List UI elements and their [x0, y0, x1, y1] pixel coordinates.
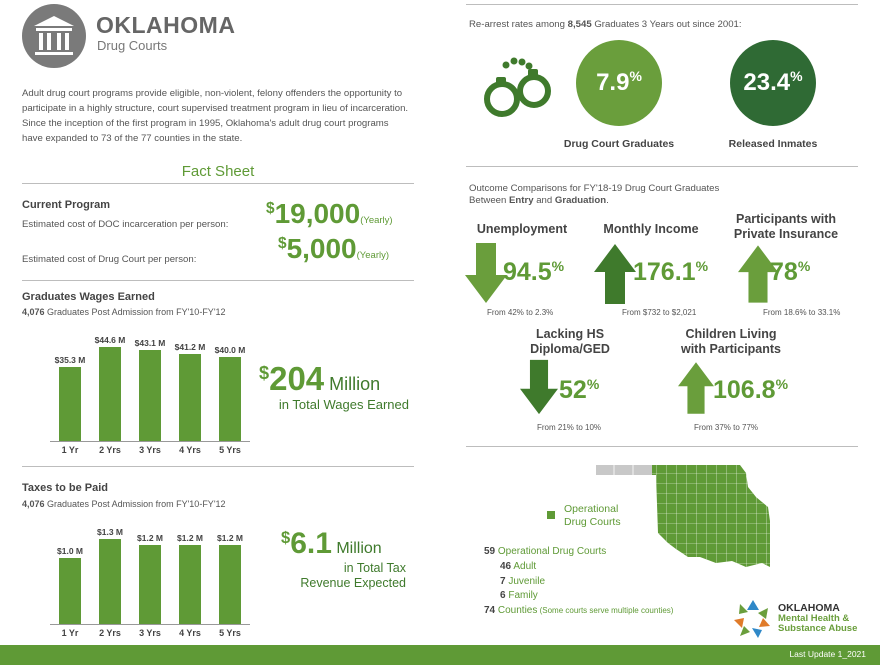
taxes-bar	[99, 538, 121, 624]
wages-total-value: $204 Million	[259, 360, 381, 397]
children-living-value: 106.8%	[713, 376, 789, 404]
wages-value-label: $44.6 M	[94, 335, 126, 346]
page-subtitle: Drug Courts	[97, 38, 168, 53]
up-arrow-icon	[738, 245, 778, 308]
wages-total-text: in Total Wages Earned	[278, 397, 409, 412]
down-arrow-icon	[465, 243, 507, 308]
taxes-value-label: $1.0 M	[57, 546, 83, 557]
taxes-total-value: $6.1 Million	[281, 527, 382, 560]
private-insurance-change: From 18.6% to 33.1%	[763, 308, 841, 317]
lacking-diploma-value: 52%	[559, 376, 600, 404]
taxes-category-label: 1 Yr	[61, 628, 79, 638]
unemployment-change: From 42% to 2.3%	[487, 308, 554, 317]
wages-axis	[50, 441, 250, 442]
taxes-axis	[50, 624, 250, 625]
divider	[22, 183, 414, 184]
children-living-change: From 37% to 77%	[694, 423, 759, 432]
wages-bar-chart: $35.3 M 1 Yr $44.6 M 2 Yrs $43.1 M 3 Yrs $41.2…	[50, 330, 250, 457]
drug-court-cost-label: Estimated cost of Drug Court per person:	[22, 254, 197, 265]
last-update: Last Update 1_2021	[789, 649, 866, 659]
wages-category-label: 1 Yr	[61, 445, 79, 455]
taxes-bar	[139, 545, 161, 624]
wages-category-label: 5 Yrs	[219, 445, 241, 455]
footer-bar	[0, 645, 880, 665]
taxes-value-label: $1.3 M	[97, 526, 123, 537]
private-insurance-heading: Participants with Private Insurance	[733, 212, 839, 241]
children-living-heading: Children Living with Participants	[680, 327, 782, 356]
courthouse-icon	[34, 16, 74, 55]
taxes-category-label: 5 Yrs	[219, 628, 241, 638]
divider	[466, 166, 858, 167]
drug-court-cost-value: $5,000(Yearly)	[278, 233, 390, 264]
oklahoma-map	[596, 463, 782, 580]
monthly-income-value: 176.1%	[633, 258, 709, 286]
taxes-value-label: $1.2 M	[217, 533, 243, 544]
wages-value-label: $43.1 M	[134, 338, 166, 349]
wages-category-label: 4 Yrs	[179, 445, 201, 455]
taxes-bar	[179, 545, 201, 624]
wages-bar	[139, 350, 161, 441]
taxes-subheading: 4,076 Graduates Post Admission from FY'1…	[22, 499, 226, 509]
outcomes-intro: Outcome Comparisons for FY'18-19 Drug Co…	[469, 183, 720, 206]
legend-swatch	[547, 511, 555, 519]
wages-value-label: $35.3 M	[54, 354, 86, 365]
taxes-bar-chart: $1.0 M 1 Yr $1.3 M 2 Yrs $1.2 M 3 Yrs $1.2 M 4 …	[50, 522, 250, 640]
up-arrow-icon	[594, 244, 636, 309]
taxes-heading: Taxes to be Paid	[22, 482, 108, 494]
divider	[22, 466, 414, 467]
taxes-category-label: 3 Yrs	[139, 628, 161, 638]
doc-cost-value: $19,000(Yearly)	[266, 198, 393, 229]
taxes-bar	[59, 558, 81, 624]
wages-category-label: 2 Yrs	[99, 445, 121, 455]
court-counts: 59 Operational Drug Courts 46 Adult 7 Ju…	[484, 546, 674, 617]
released-rate-label: Released Inmates	[728, 138, 818, 150]
up-arrow-icon	[678, 358, 714, 423]
courthouse-logo	[22, 4, 86, 68]
unemployment-heading: Unemployment	[476, 222, 568, 236]
released-rate-circle: 23.4%	[730, 40, 816, 126]
divider	[466, 446, 858, 447]
intro-paragraph: Adult drug court programs provide eligib…	[22, 88, 409, 144]
lacking-diploma-change: From 21% to 10%	[537, 423, 602, 432]
taxes-value-label: $1.2 M	[177, 533, 203, 544]
map-legend: Operational Drug Courts	[564, 503, 621, 528]
taxes-category-label: 4 Yrs	[179, 628, 201, 638]
taxes-category-label: 2 Yrs	[99, 628, 121, 638]
graduates-rate-label: Drug Court Graduates	[563, 138, 675, 150]
divider	[22, 280, 414, 281]
wages-heading: Graduates Wages Earned	[22, 291, 155, 303]
doc-cost-label: Estimated cost of DOC incarceration per …	[22, 219, 229, 230]
down-arrow-icon	[520, 357, 558, 422]
wages-value-label: $41.2 M	[174, 342, 206, 353]
unemployment-value: 94.5%	[503, 258, 565, 286]
monthly-income-heading: Monthly Income	[603, 222, 699, 236]
private-insurance-value: 78%	[770, 258, 811, 286]
page-title: OKLAHOMA	[96, 12, 236, 38]
odmhsas-logo-icon	[732, 598, 774, 645]
wages-bar	[59, 366, 81, 441]
rearrest-intro: Re-arrest rates among 8,545 Graduates 3 …	[469, 19, 742, 30]
monthly-income-change: From $732 to $2,021	[622, 308, 697, 317]
taxes-total-text: in Total Tax Revenue Expected	[300, 561, 406, 590]
fact-sheet-title: Fact Sheet	[181, 163, 255, 180]
wages-category-label: 3 Yrs	[139, 445, 161, 455]
current-program-heading: Current Program	[22, 199, 111, 211]
wages-subheading: 4,076 Graduates Post Admission from FY'1…	[22, 307, 226, 317]
wages-bar	[99, 347, 121, 441]
taxes-bar	[219, 545, 241, 624]
graduates-rate-circle: 7.9%	[576, 40, 662, 126]
lacking-diploma-heading: Lacking HS Diploma/GED	[530, 327, 610, 356]
taxes-value-label: $1.2 M	[137, 533, 163, 544]
divider	[466, 4, 858, 5]
handcuffs-icon	[482, 55, 554, 130]
wages-bar	[179, 354, 201, 441]
wages-value-label: $40.0 M	[214, 344, 246, 355]
agency-name: OKLAHOMA Mental Health & Substance Abuse	[778, 602, 858, 634]
wages-bar	[219, 356, 241, 441]
